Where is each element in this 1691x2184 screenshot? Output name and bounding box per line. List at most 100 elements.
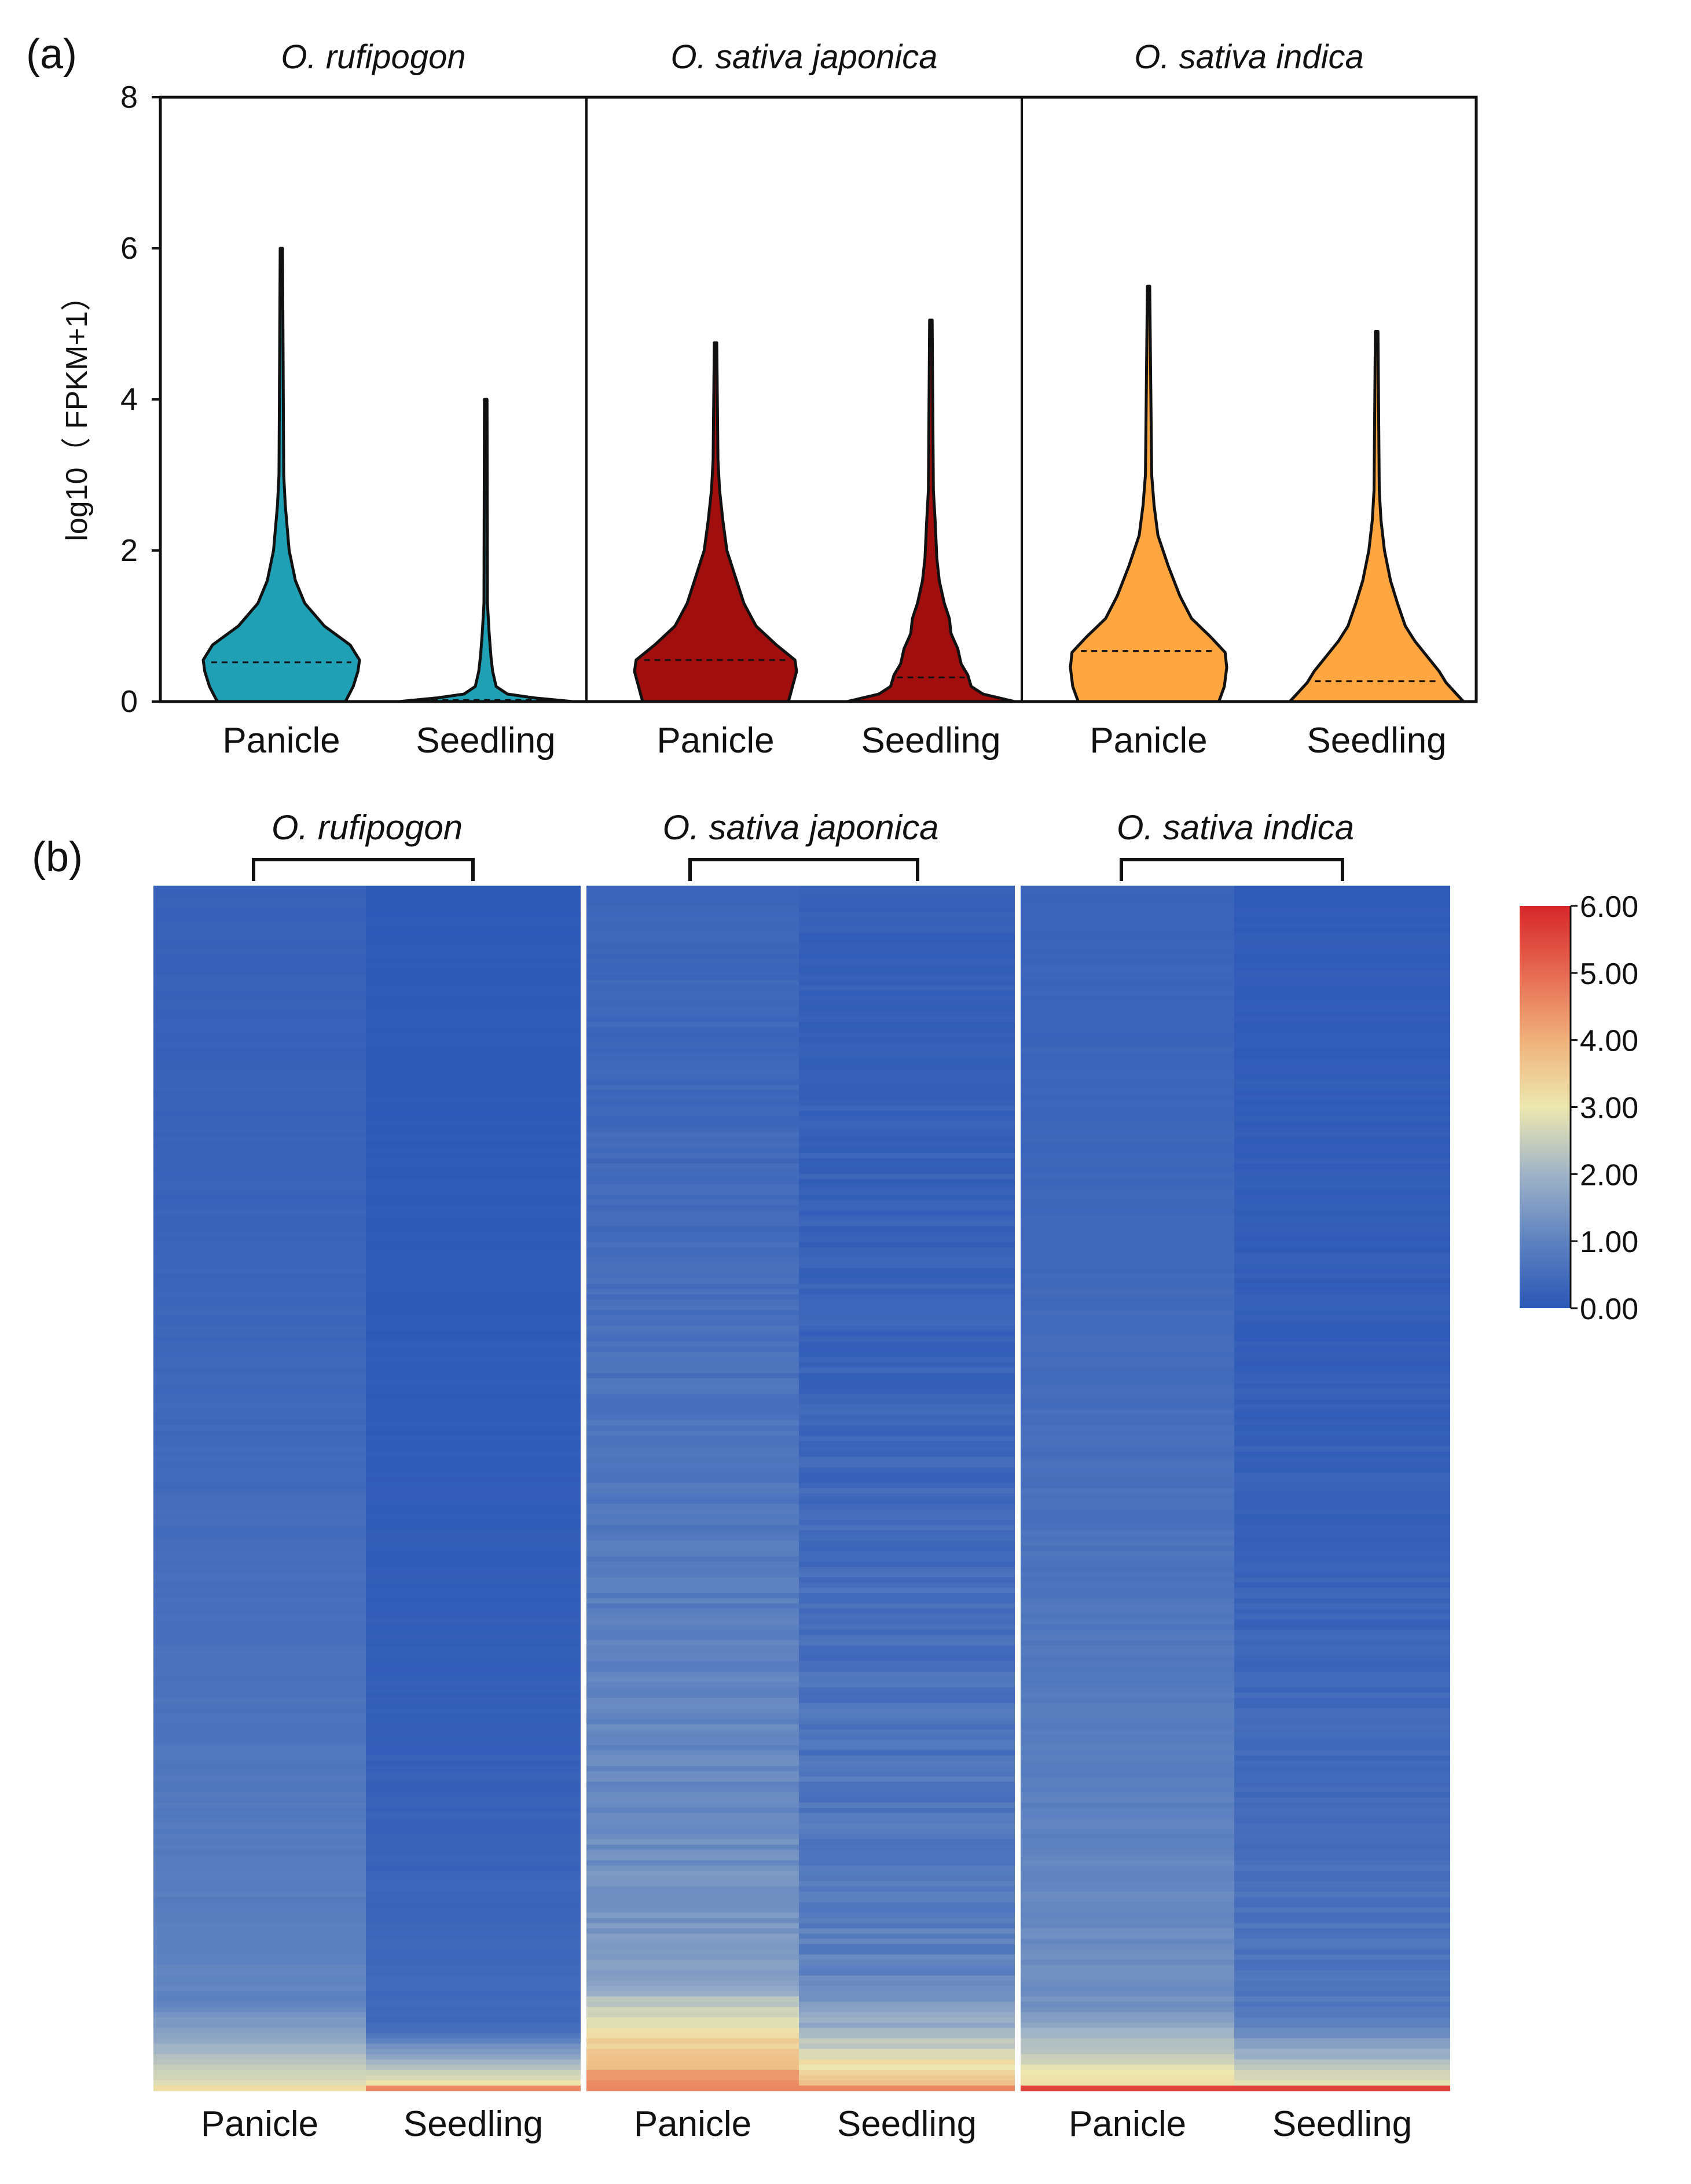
heatmap-cell [366,1310,581,1316]
heatmap-cell [799,1022,1015,1028]
heatmap-cell [366,2002,581,2007]
heatmap-cell [153,1441,366,1447]
heatmap-cell [1021,969,1234,975]
heatmap-cell [153,1278,366,1284]
heatmap-cell [799,1032,1015,1038]
heatmap-cell [1021,1294,1234,1300]
heatmap-cell [153,906,366,912]
heatmap-cell [1234,1745,1450,1751]
heatmap-cell [1234,1614,1450,1620]
heatmap-cell [366,912,581,917]
heatmap-cell [153,1451,366,1458]
heatmap-cell [799,1928,1015,1935]
heatmap-cell [586,2080,799,2086]
heatmap-cell [586,1320,799,1326]
heatmap-cell [799,979,1015,986]
heatmap-cell [1021,1111,1234,1117]
heatmap-cell [1234,1430,1450,1437]
heatmap-cell [366,1179,581,1185]
heatmap-cell [153,933,366,939]
heatmap-cell [366,2075,581,2081]
heatmap-cell [1234,1776,1450,1782]
heatmap-cell [1021,1179,1234,1185]
heatmap-cell [153,1336,366,1342]
heatmap-cell [1234,1236,1450,1243]
heatmap-cell [799,1383,1015,1389]
heatmap-cell [366,1693,581,1698]
heatmap-cell [799,2023,1015,2028]
heatmap-cell [586,2012,799,2018]
heatmap-cell [1234,2002,1450,2007]
heatmap-cell [1234,2075,1450,2081]
heatmap-cell [153,990,366,996]
heatmap-cell [1021,1656,1234,1662]
heatmap-cell [366,1572,581,1578]
violin-1-seedling [397,398,574,703]
heatmap-cell [366,1797,581,1803]
heatmap-cell [799,1173,1015,1180]
heatmap-cell [586,1603,799,1609]
heatmap-cell [799,1954,1015,1961]
heatmap-cell [586,1147,799,1154]
heatmap-cell [586,938,799,944]
heatmap-cell [799,1509,1015,1515]
heatmap-cell [1021,1577,1234,1583]
heatmap-cell [366,1729,581,1735]
heatmap-cell [1234,1913,1450,1918]
heatmap-cell [1234,974,1450,981]
heatmap-cell [1234,1126,1450,1133]
heatmap-cell [1234,1834,1450,1840]
heatmap-cell [799,1058,1015,1065]
heatmap-cell [1021,1875,1234,1882]
heatmap-cell [153,1593,366,1599]
heatmap-cell [586,933,799,939]
heatmap-cell [153,1430,366,1437]
heatmap-cell [366,1100,581,1106]
heatmap-cell [366,1582,581,1588]
heatmap-cell [153,1797,366,1803]
heatmap-cell [799,1163,1015,1169]
heatmap-cell [153,1855,366,1861]
heatmap-cell [153,1745,366,1751]
heatmap-cell [366,1456,581,1463]
heatmap-cell [1021,922,1234,928]
heatmap-cell [1234,1897,1450,1903]
heatmap-cell [153,1058,366,1065]
heatmap-cell [366,1383,581,1389]
heatmap-cell [153,1446,366,1452]
heatmap-cell [586,1881,799,1887]
heatmap-cell [153,1724,366,1730]
heatmap-cell [1021,2033,1234,2039]
heatmap-cell [799,1944,1015,1950]
heatmap-cell [799,1111,1015,1117]
heatmap-cell [153,1609,366,1614]
heatmap-cell [153,1949,366,1955]
heatmap-cell [1021,933,1234,939]
y-axis-label: log10（ FPKM+1） [60,281,94,541]
heatmap-cell [153,1687,366,1693]
heatmap-cell [153,1415,366,1420]
heatmap-cell [586,1058,799,1065]
heatmap-cell [366,1121,581,1127]
heatmap-cell [153,1236,366,1243]
heatmap-cell [799,1870,1015,1877]
heatmap-cell [586,1561,799,1568]
heatmap-cell [1234,1892,1450,1897]
heatmap-cell [799,1959,1015,1966]
heatmap-cell [586,1063,799,1070]
heatmap-cell [153,1556,366,1562]
heatmap-cell [1021,1409,1234,1415]
heatmap-cell [1234,1378,1450,1384]
heatmap-cell [153,1100,366,1106]
y-axis-ticks: 0 2 4 6 8 [120,80,160,719]
heatmap-cell [1234,1346,1450,1353]
heatmap-cell [586,1593,799,1599]
heatmap-cell [1021,1283,1234,1290]
heatmap-cell [1021,891,1234,897]
heatmap-cell [799,1294,1015,1300]
heatmap-cell [366,1436,581,1442]
heatmap-cell [153,1477,366,1484]
heatmap-cell [366,1818,581,1824]
heatmap-cell [586,1535,799,1541]
heatmap-cell [586,1892,799,1897]
